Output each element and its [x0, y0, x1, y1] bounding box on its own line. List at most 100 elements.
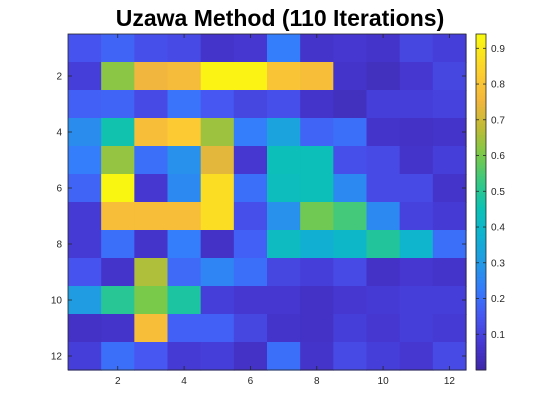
- heatmap-cell: [300, 258, 334, 287]
- colorbar-tick-label: 0.9: [491, 44, 505, 55]
- heatmap-cell: [333, 230, 368, 259]
- heatmap-cell: [134, 90, 169, 119]
- heatmap-cell: [267, 34, 301, 63]
- colorbar-segment: [476, 90, 486, 94]
- colorbar-segment: [476, 364, 486, 368]
- heatmap-cell: [399, 118, 434, 147]
- colorbar-segment: [476, 235, 486, 239]
- heatmap-cell: [233, 34, 268, 63]
- heatmap-cell: [432, 62, 467, 91]
- x-tick-label: 6: [248, 376, 254, 387]
- heatmap-cell: [134, 286, 169, 315]
- colorbar-segment: [476, 171, 486, 175]
- heatmap-cell: [399, 202, 434, 231]
- heatmap-cell: [134, 118, 169, 147]
- heatmap-cell: [167, 90, 202, 119]
- colorbar-segment: [476, 140, 486, 144]
- colorbar-segment: [476, 76, 486, 80]
- heatmap-cell: [267, 62, 301, 91]
- colorbar-segment: [476, 137, 486, 141]
- colorbar-segment: [476, 190, 486, 195]
- heatmap-cells: [68, 34, 467, 371]
- heatmap-cell: [101, 118, 135, 147]
- y-tick-label: 6: [56, 184, 62, 195]
- colorbar-segment: [476, 199, 486, 203]
- colorbar-segment: [476, 104, 486, 108]
- colorbar-tick-label: 0.6: [491, 151, 505, 162]
- colorbar-segment: [476, 45, 486, 49]
- heatmap-cell: [300, 202, 334, 231]
- heatmap-cell: [366, 174, 401, 203]
- colorbar-segment: [476, 339, 486, 343]
- heatmap-cell: [68, 62, 102, 91]
- colorbar-tick-label: 0.1: [491, 330, 505, 341]
- colorbar-segment: [476, 207, 486, 211]
- heatmap-cell: [167, 62, 202, 91]
- colorbar-segment: [476, 118, 486, 122]
- heatmap-cell: [366, 258, 401, 287]
- colorbar-segment: [476, 95, 486, 99]
- x-tick-label: 12: [444, 376, 456, 387]
- colorbar-segment: [476, 221, 486, 225]
- heatmap-cell: [432, 174, 467, 203]
- heatmap-cell: [134, 174, 169, 203]
- heatmap-cell: [333, 34, 368, 63]
- colorbar-segment: [476, 297, 486, 301]
- colorbar-segment: [476, 129, 486, 133]
- heatmap-cell: [366, 314, 401, 343]
- heatmap-cell: [366, 118, 401, 147]
- colorbar-segment: [476, 227, 486, 231]
- heatmap-cell: [200, 174, 235, 203]
- heatmap-cell: [200, 146, 235, 175]
- heatmap-cell: [167, 342, 202, 371]
- heatmap-cell: [432, 202, 467, 231]
- heatmap-cell: [267, 286, 301, 315]
- heatmap-cell: [101, 62, 135, 91]
- heatmap-cell: [333, 174, 368, 203]
- colorbar-segment: [476, 244, 486, 248]
- heatmap-cell: [267, 174, 301, 203]
- colorbar-segment: [476, 109, 486, 113]
- colorbar-segment: [476, 330, 486, 335]
- heatmap-cell: [233, 146, 268, 175]
- colorbar-segment: [476, 274, 486, 279]
- heatmap-cell: [68, 146, 102, 175]
- colorbar-segment: [476, 344, 486, 349]
- colorbar-segment: [476, 302, 486, 307]
- heatmap-cell: [300, 286, 334, 315]
- heatmap-cell: [167, 118, 202, 147]
- colorbar-segment: [476, 367, 486, 371]
- heatmap-cell: [366, 342, 401, 371]
- colorbar-segment: [476, 154, 486, 158]
- heatmap-cell: [399, 174, 434, 203]
- heatmap-cell: [101, 202, 135, 231]
- colorbar-segment: [476, 316, 486, 321]
- heatmap-cell: [134, 258, 169, 287]
- colorbar-segment: [476, 62, 486, 66]
- colorbar-segment: [476, 174, 486, 178]
- colorbar-segment: [476, 179, 486, 183]
- heatmap-cell: [134, 202, 169, 231]
- heatmap-cell: [267, 342, 301, 371]
- colorbar-segment: [476, 168, 486, 172]
- colorbar-segment: [476, 134, 486, 139]
- colorbar-segment: [476, 84, 486, 88]
- colorbar-segment: [476, 322, 486, 326]
- colorbar-segment: [476, 165, 486, 169]
- heatmap-cell: [68, 342, 102, 371]
- x-tick-label: 2: [115, 376, 121, 387]
- heatmap-cell: [432, 286, 467, 315]
- colorbar-segment: [476, 286, 486, 290]
- colorbar-segment: [476, 280, 486, 284]
- colorbar-segment: [476, 120, 486, 125]
- colorbar-segment: [476, 238, 486, 242]
- colorbar-segment: [476, 356, 486, 360]
- colorbar-tick-label: 0.8: [491, 80, 505, 91]
- heatmap-cell: [333, 90, 368, 119]
- heatmap-cell: [300, 34, 334, 63]
- heatmap-cell: [233, 118, 268, 147]
- heatmap-cell: [68, 90, 102, 119]
- heatmap-cell: [432, 34, 467, 63]
- heatmap-cell: [267, 90, 301, 119]
- colorbar-segment: [476, 260, 486, 265]
